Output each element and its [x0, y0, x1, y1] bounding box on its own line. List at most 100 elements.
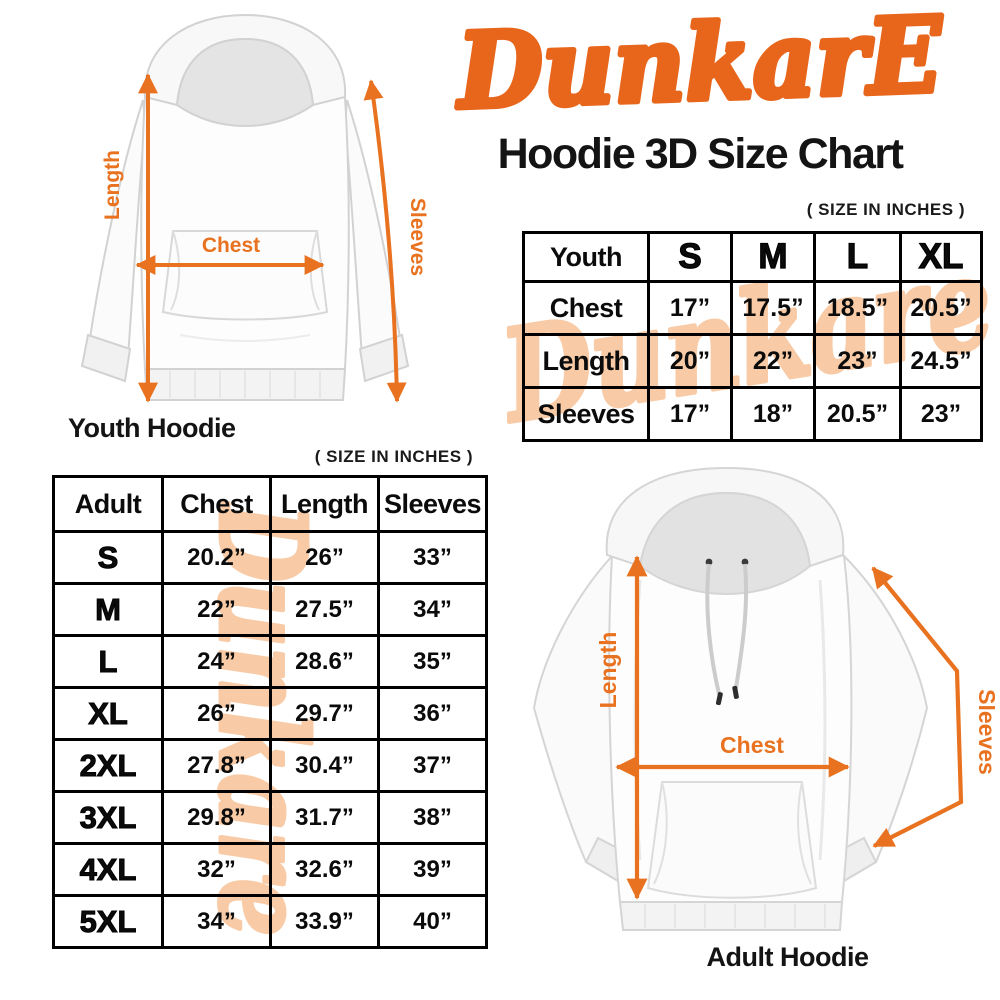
value-cell: 18.5” [813, 280, 902, 336]
value-cell: 20” [647, 333, 733, 389]
header-cell: Sleeves [377, 475, 488, 533]
youth-measurement-arrows [135, 73, 407, 403]
sleeves-arrow [363, 79, 407, 403]
adult-measurement-arrows [615, 555, 964, 900]
hoodie-hood-opening [638, 491, 812, 596]
value-cell: 33.9” [269, 894, 380, 949]
value-cell: 30.4” [269, 738, 380, 793]
sleeves-arrow [871, 566, 964, 848]
value-cell: 32” [161, 842, 272, 897]
hoodie-pocket [646, 781, 818, 899]
value-cell: 27.5” [269, 582, 380, 637]
value-cell: 24.5” [899, 333, 983, 389]
table-header-row: Youth S M L XL [522, 231, 983, 283]
row-label-cell: 4XL [52, 842, 164, 897]
hoodie-right-sleeve [343, 99, 402, 359]
row-label-cell: L [52, 634, 164, 689]
value-cell: 31.7” [269, 790, 380, 845]
value-cell: 22” [730, 333, 816, 389]
row-label-cell: XL [52, 686, 164, 741]
value-cell: 36” [377, 686, 488, 741]
value-cell: 20.2” [161, 530, 272, 585]
value-cell: 23” [813, 333, 902, 389]
drawstring-aglet [715, 692, 723, 706]
sleeves-label: Sleeves [974, 689, 995, 775]
value-cell: 37” [377, 738, 488, 793]
table-row: Sleeves 17” 18” 20.5” 23” [522, 386, 983, 442]
header-cell: L [813, 231, 902, 283]
row-label-cell: 3XL [52, 790, 164, 845]
page-title: Hoodie 3D Size Chart [497, 130, 904, 178]
youth-figure-caption: Youth Hoodie [68, 413, 236, 443]
value-cell: 24” [161, 634, 272, 689]
value-cell: 38” [377, 790, 488, 845]
value-cell: 35” [377, 634, 488, 689]
drawstring [734, 563, 749, 689]
table-row: M 22” 27.5” 34” [52, 582, 488, 637]
table-row: L 24” 28.6” 35” [52, 634, 488, 689]
table-row: Chest 17” 17.5” 18.5” 20.5” [522, 280, 983, 336]
table-row: 3XL 29.8” 31.7” 38” [52, 790, 488, 845]
value-cell: 28.6” [269, 634, 380, 689]
row-label-cell: 5XL [52, 894, 164, 949]
header-cell: S [647, 231, 733, 283]
chest-label: Chest [720, 732, 784, 758]
brand-logo-text: DunkarE [453, 2, 945, 130]
table-row: 2XL 27.8” 30.4” 37” [52, 738, 488, 793]
value-cell: 20.5” [813, 386, 902, 442]
drawstring [705, 563, 721, 695]
value-cell: 17” [647, 386, 733, 442]
youth-size-table: Youth S M L XL Chest 17” 17.5” 18.5” 20.… [522, 231, 983, 442]
value-cell: 32.6” [269, 842, 380, 897]
table-row: Length 20” 22” 23” 24.5” [522, 333, 983, 389]
sleeves-label: Sleeves [406, 198, 429, 276]
adult-hoodie-drawing [532, 466, 929, 931]
adult-size-table: Adult Chest Length Sleeves S 20.2” 26” 3… [52, 475, 488, 949]
adult-figure-caption: Adult Hoodie [706, 942, 869, 972]
table-row: XL 26” 29.7” 36” [52, 686, 488, 741]
length-label: Length [595, 632, 621, 709]
row-label-cell: Sleeves [522, 386, 650, 442]
size-note-youth: ( SIZE IN INCHES ) [806, 200, 965, 219]
value-cell: 27.8” [161, 738, 272, 793]
value-cell: 33” [377, 530, 488, 585]
hoodie-pocket [161, 230, 329, 321]
value-cell: 29.8” [161, 790, 272, 845]
hoodie-hood-opening [175, 37, 315, 128]
row-label-cell: 2XL [52, 738, 164, 793]
value-cell: 17” [647, 280, 733, 336]
header-cell: XL [899, 231, 983, 283]
length-label: Length [101, 150, 124, 220]
header-cell: Chest [161, 475, 272, 533]
hoodie-left-cuff [80, 333, 132, 383]
value-cell: 20.5” [899, 280, 983, 336]
hoodie-hem [618, 901, 844, 931]
hoodie-left-sleeve [88, 99, 147, 359]
header-cell: Adult [52, 475, 164, 533]
value-cell: 26” [269, 530, 380, 585]
value-cell: 18” [730, 386, 816, 442]
value-cell: 22” [161, 582, 272, 637]
value-cell: 40” [377, 894, 488, 949]
value-cell: 34” [161, 894, 272, 949]
chest-label: Chest [202, 234, 260, 257]
size-note-adult: ( SIZE IN INCHES ) [314, 447, 473, 466]
value-cell: 26” [161, 686, 272, 741]
table-row: S 20.2” 26” 33” [52, 530, 488, 585]
drawstring-grommet [741, 558, 749, 566]
row-label-cell: Length [522, 333, 650, 389]
value-cell: 23” [899, 386, 983, 442]
adult-hoodie-figure: Chest Length Sleeves [532, 466, 995, 931]
row-label-cell: Chest [522, 280, 650, 336]
row-label-cell: M [52, 582, 164, 637]
drawstring-grommet [705, 558, 713, 566]
value-cell: 17.5” [730, 280, 816, 336]
table-header-row: Adult Chest Length Sleeves [52, 475, 488, 533]
youth-hoodie-figure: Chest Length Sleeves [80, 13, 429, 403]
header-cell: Youth [522, 231, 650, 283]
value-cell: 39” [377, 842, 488, 897]
drawstring-aglet [732, 685, 739, 699]
table-row: 5XL 34” 33.9” 40” [52, 894, 488, 949]
header-cell: Length [269, 475, 380, 533]
